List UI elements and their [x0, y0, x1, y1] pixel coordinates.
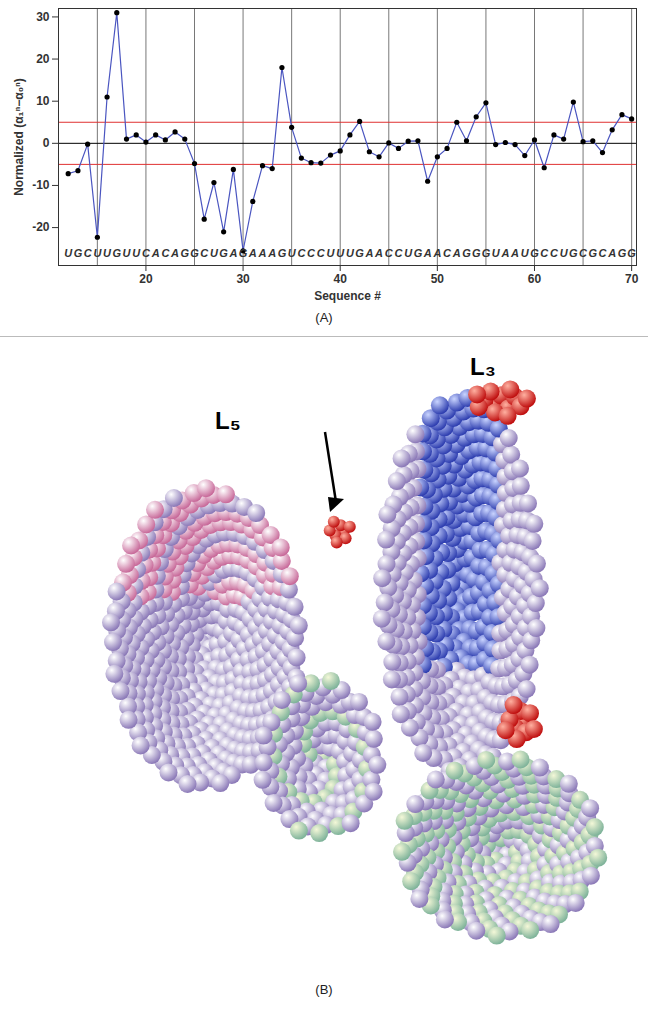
svg-text:C: C — [200, 247, 209, 259]
svg-text:C: C — [307, 247, 316, 259]
svg-text:G: G — [569, 247, 578, 259]
svg-text:U: U — [132, 247, 141, 259]
svg-text:Sequence #: Sequence # — [314, 289, 381, 303]
svg-text:U: U — [521, 247, 530, 259]
svg-text:C: C — [297, 247, 306, 259]
svg-text:20: 20 — [36, 52, 50, 66]
svg-text:U: U — [288, 247, 297, 259]
svg-text:G: G — [472, 247, 481, 259]
svg-text:U: U — [336, 247, 345, 259]
svg-text:A: A — [228, 247, 237, 259]
svg-text:A: A — [267, 247, 276, 259]
svg-text:20: 20 — [139, 272, 153, 286]
svg-text:U: U — [93, 247, 102, 259]
svg-text:A: A — [258, 247, 267, 259]
svg-text:-20: -20 — [32, 220, 50, 234]
svg-text:C: C — [385, 247, 394, 259]
svg-text:L₅: L₅ — [215, 407, 241, 434]
svg-text:G: G — [239, 247, 248, 259]
svg-text:A: A — [510, 247, 519, 259]
svg-text:10: 10 — [36, 94, 50, 108]
svg-text:Normalized (α₁ⁿ−α₀ⁿ): Normalized (α₁ⁿ−α₀ⁿ) — [12, 78, 26, 196]
svg-text:C: C — [84, 247, 93, 259]
svg-text:G: G — [589, 247, 598, 259]
svg-text:G: G — [355, 247, 364, 259]
svg-text:U: U — [346, 247, 355, 259]
html-text:(B): (B) — [315, 982, 333, 997]
svg-text:U: U — [210, 247, 219, 259]
svg-text:A: A — [170, 247, 179, 259]
svg-text:C: C — [395, 247, 404, 259]
svg-text:G: G — [190, 247, 199, 259]
svg-text:A: A — [374, 247, 383, 259]
svg-text:C: C — [550, 247, 559, 259]
svg-text:C: C — [142, 247, 151, 259]
svg-text:G: G — [462, 247, 471, 259]
svg-text:U: U — [64, 247, 73, 259]
svg-text:50: 50 — [431, 272, 445, 286]
svg-text:G: G — [530, 247, 539, 259]
svg-text:U: U — [560, 247, 569, 259]
svg-text:G: G — [181, 247, 190, 259]
svg-text:L₃: L₃ — [470, 353, 496, 380]
svg-text:U: U — [492, 247, 501, 259]
svg-text:G: G — [113, 247, 122, 259]
svg-text:C: C — [540, 247, 549, 259]
svg-text:C: C — [599, 247, 608, 259]
svg-text:A: A — [248, 247, 257, 259]
svg-text:C: C — [161, 247, 170, 259]
svg-text:70: 70 — [625, 272, 639, 286]
svg-text:-10: -10 — [32, 178, 50, 192]
svg-text:A: A — [432, 247, 441, 259]
svg-text:A: A — [452, 247, 461, 259]
html-text:(A): (A) — [315, 310, 333, 325]
svg-text:30: 30 — [36, 10, 50, 24]
svg-text:G: G — [414, 247, 423, 259]
svg-text:A: A — [364, 247, 373, 259]
svg-text:G: G — [482, 247, 491, 259]
svg-text:A: A — [607, 247, 616, 259]
svg-text:G: G — [278, 247, 287, 259]
svg-text:U: U — [404, 247, 413, 259]
svg-text:G: G — [618, 247, 627, 259]
svg-text:A: A — [151, 247, 160, 259]
svg-text:60: 60 — [528, 272, 542, 286]
svg-text:C: C — [579, 247, 588, 259]
svg-text:G: G — [627, 247, 636, 259]
svg-text:40: 40 — [334, 272, 348, 286]
svg-text:A: A — [423, 247, 432, 259]
svg-text:A: A — [500, 247, 509, 259]
svg-text:G: G — [74, 247, 83, 259]
svg-text:U: U — [327, 247, 336, 259]
svg-text:30: 30 — [236, 272, 250, 286]
svg-text:C: C — [443, 247, 452, 259]
svg-text:U: U — [123, 247, 132, 259]
svg-text:U: U — [103, 247, 112, 259]
svg-text:G: G — [219, 247, 228, 259]
svg-text:C: C — [317, 247, 326, 259]
svg-text:0: 0 — [43, 136, 50, 150]
